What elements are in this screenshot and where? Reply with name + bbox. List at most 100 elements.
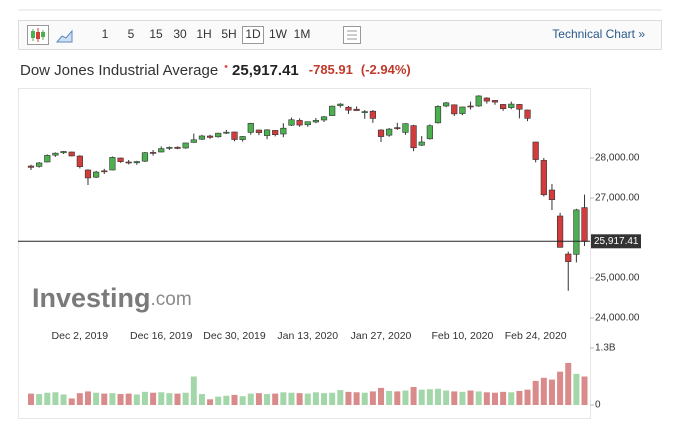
volume-bar: [247, 393, 254, 405]
interval-button[interactable]: 5: [128, 27, 135, 41]
x-tick-label: Dec 2, 2019: [52, 330, 109, 342]
volume-bar: [109, 393, 116, 405]
interval-button[interactable]: 30: [173, 27, 187, 41]
volume-bar: [402, 390, 409, 405]
interval-button[interactable]: 1D: [245, 27, 261, 41]
candle-body: [125, 161, 132, 164]
volume-bar: [174, 393, 181, 405]
volume-bar: [133, 394, 140, 405]
selected-interval: [242, 26, 264, 44]
interval-button[interactable]: 1: [102, 27, 109, 41]
candle-body: [443, 102, 450, 107]
candle-body: [459, 106, 466, 114]
candle-body: [60, 151, 67, 154]
candle-body: [418, 141, 425, 146]
candle-icon[interactable]: [27, 25, 49, 45]
volume-bar: [304, 393, 311, 405]
candle-body: [255, 129, 263, 133]
candle-body: [329, 105, 336, 116]
technical-chart-link[interactable]: Technical Chart »: [552, 27, 645, 41]
volume-bar: [158, 392, 165, 405]
interval-button[interactable]: 1M: [294, 27, 311, 41]
volume-bar: [508, 392, 515, 405]
candle-body: [434, 106, 442, 124]
plot-frame: [18, 88, 591, 419]
candle-body: [491, 100, 499, 103]
candle-body: [239, 136, 246, 140]
candle-body: [573, 209, 580, 255]
candle-body: [548, 189, 556, 201]
interval-button[interactable]: 5H: [221, 27, 236, 41]
candle-body: [109, 157, 116, 171]
candle-body: [394, 127, 401, 129]
volume-bar: [223, 395, 230, 405]
candle-body: [190, 139, 197, 143]
candle-body: [158, 148, 165, 153]
icon-body: [31, 31, 35, 38]
candle-body: [410, 125, 417, 149]
volume-bar: [386, 390, 393, 405]
watermark-suffix: .com: [151, 289, 192, 310]
volume-bar: [76, 393, 83, 405]
icon-body: [36, 32, 40, 39]
volume-bar: [36, 394, 43, 405]
y-tick-label: 25,000.00: [595, 273, 640, 284]
instrument-title: Dow Jones Industrial Average • 25,917.41 -7…: [20, 61, 411, 79]
candle-body: [426, 125, 433, 140]
candle-body: [467, 105, 474, 108]
volume-bar: [101, 393, 108, 405]
volume-bar: [296, 393, 303, 405]
volume-bar: [280, 392, 287, 405]
x-tick-label: Dec 30, 2019: [203, 330, 266, 342]
volume-bar: [264, 394, 271, 405]
candle-body: [556, 215, 564, 248]
volume-bar: [272, 393, 279, 405]
interval-button[interactable]: 1W: [269, 27, 288, 41]
volume-bar: [516, 390, 523, 405]
volume-bar: [394, 391, 401, 405]
volume-bar: [418, 389, 425, 405]
candle-body: [377, 129, 385, 137]
settings-icon[interactable]: [343, 26, 361, 44]
interval-button[interactable]: 1H: [196, 27, 211, 41]
candle-body: [182, 142, 189, 149]
y-tick-label: 27,000.00: [595, 193, 640, 204]
volume-bar: [93, 392, 100, 405]
y-tick-label: 28,000.00: [595, 153, 640, 164]
volume-bar: [207, 399, 214, 405]
area-icon[interactable]: [55, 29, 73, 43]
candle-body: [272, 130, 279, 135]
candle-body: [223, 131, 230, 134]
icon-body: [41, 32, 45, 37]
volume-bar: [190, 376, 197, 405]
watermark: Investing.com: [32, 283, 192, 313]
change: -785.91: [309, 62, 353, 77]
volume-bar: [255, 393, 262, 405]
candle-body: [565, 253, 572, 262]
volume-bar: [239, 396, 246, 405]
price-label-box: [591, 234, 641, 249]
volume-bar: [329, 392, 336, 405]
volume-bar: [44, 392, 51, 405]
volume-bar: [68, 398, 75, 405]
volume-bar: [337, 390, 344, 405]
candle-body: [280, 127, 287, 135]
volume-bar: [475, 391, 482, 405]
candle-body: [166, 147, 173, 149]
watermark-brand: Investing: [32, 283, 151, 313]
x-tick-label: Feb 24, 2020: [505, 330, 567, 342]
candle-body: [402, 123, 409, 133]
candle-body: [581, 207, 588, 242]
volume-bar: [451, 391, 458, 405]
volume-bar: [500, 391, 507, 405]
volume-bar: [321, 393, 328, 405]
volume-bar: [312, 392, 319, 405]
volume-bar: [467, 390, 474, 405]
candle-body: [247, 122, 254, 133]
x-tick-label: Feb 10, 2020: [431, 330, 493, 342]
interval-button[interactable]: 15: [149, 27, 163, 41]
candle-body: [231, 131, 238, 140]
candle-body: [369, 110, 376, 119]
candle-body: [68, 151, 75, 157]
